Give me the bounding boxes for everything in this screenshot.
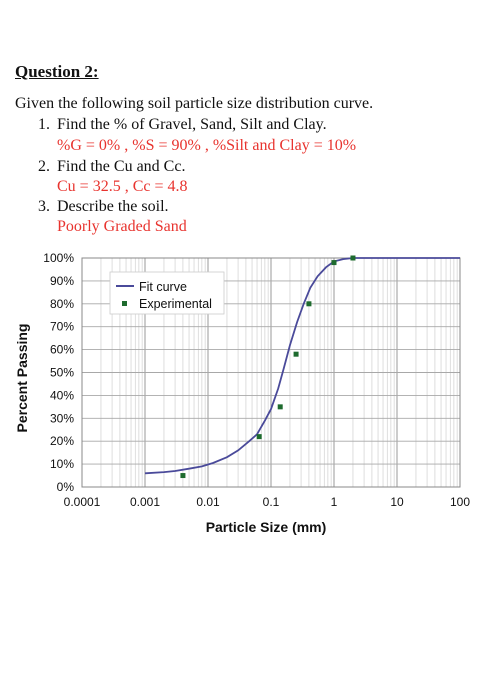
y-tick-label: 50%: [50, 366, 74, 380]
y-tick-label: 100%: [43, 251, 74, 265]
x-tick-label: 100: [450, 495, 470, 509]
x-tick-label: 0.0001: [64, 495, 101, 509]
y-tick-label: 80%: [50, 297, 74, 311]
legend-box: [109, 271, 225, 315]
y-tick-label: 90%: [50, 274, 74, 288]
chart-plot-area: [144, 255, 460, 479]
experimental-point: [350, 255, 356, 261]
x-tick-label: 0.1: [263, 495, 280, 509]
experimental-point: [331, 260, 337, 266]
plot-frame: [81, 257, 461, 488]
experimental-point: [277, 404, 283, 410]
chart-tick-labels: 0.0001 0.001 0.01 0.1 1 10 100 0% 10% 20% 30% 40% 50…: [43, 251, 470, 509]
question-intro: Given the following soil particle size d…: [15, 95, 374, 112]
item-1-text: Find the % of Gravel, Sand, Silt and Cla…: [57, 116, 327, 133]
item-2-number: 2.: [38, 158, 50, 175]
y-tick-label: 20%: [50, 434, 74, 448]
item-3-text: Describe the soil.: [57, 198, 169, 215]
y-tick-label: 30%: [50, 411, 74, 425]
legend-experimental-swatch: [122, 301, 127, 306]
experimental-point: [180, 473, 186, 479]
particle-size-chart: 0.0001 0.001 0.01 0.1 1 10 100 0% 10% 20% 30% 40% 50…: [14, 251, 470, 535]
item-1-number: 1.: [38, 116, 50, 133]
experimental-point: [306, 301, 312, 307]
experimental-point: [293, 351, 299, 357]
y-tick-label: 70%: [50, 320, 74, 334]
chart-legend: Fit curve Experimental: [109, 271, 225, 315]
x-tick-label: 0.01: [196, 495, 220, 509]
legend-fit-curve-label: Fit curve: [139, 280, 187, 294]
y-tick-label: 0%: [57, 480, 75, 494]
x-axis-label: Particle Size (mm): [206, 519, 327, 535]
y-tick-label: 60%: [50, 343, 74, 357]
item-3-answer: Poorly Graded Sand: [57, 218, 187, 235]
question-title: Question 2:: [15, 62, 99, 81]
experimental-point: [256, 434, 262, 440]
item-1-answer: %G = 0% , %S = 90% , %Silt and Clay = 10…: [57, 137, 357, 154]
item-2-answer: Cu = 32.5 , Cc = 4.8: [57, 178, 188, 195]
item-3-number: 3.: [38, 198, 50, 215]
y-axis-label: Percent Passing: [14, 324, 30, 433]
x-tick-label: 0.001: [130, 495, 160, 509]
x-tick-label: 10: [390, 495, 404, 509]
legend-experimental-label: Experimental: [139, 297, 212, 311]
y-tick-label: 10%: [50, 457, 74, 471]
item-2-text: Find the Cu and Cc.: [57, 158, 186, 175]
y-tick-label: 40%: [50, 388, 74, 402]
x-tick-label: 1: [331, 495, 338, 509]
